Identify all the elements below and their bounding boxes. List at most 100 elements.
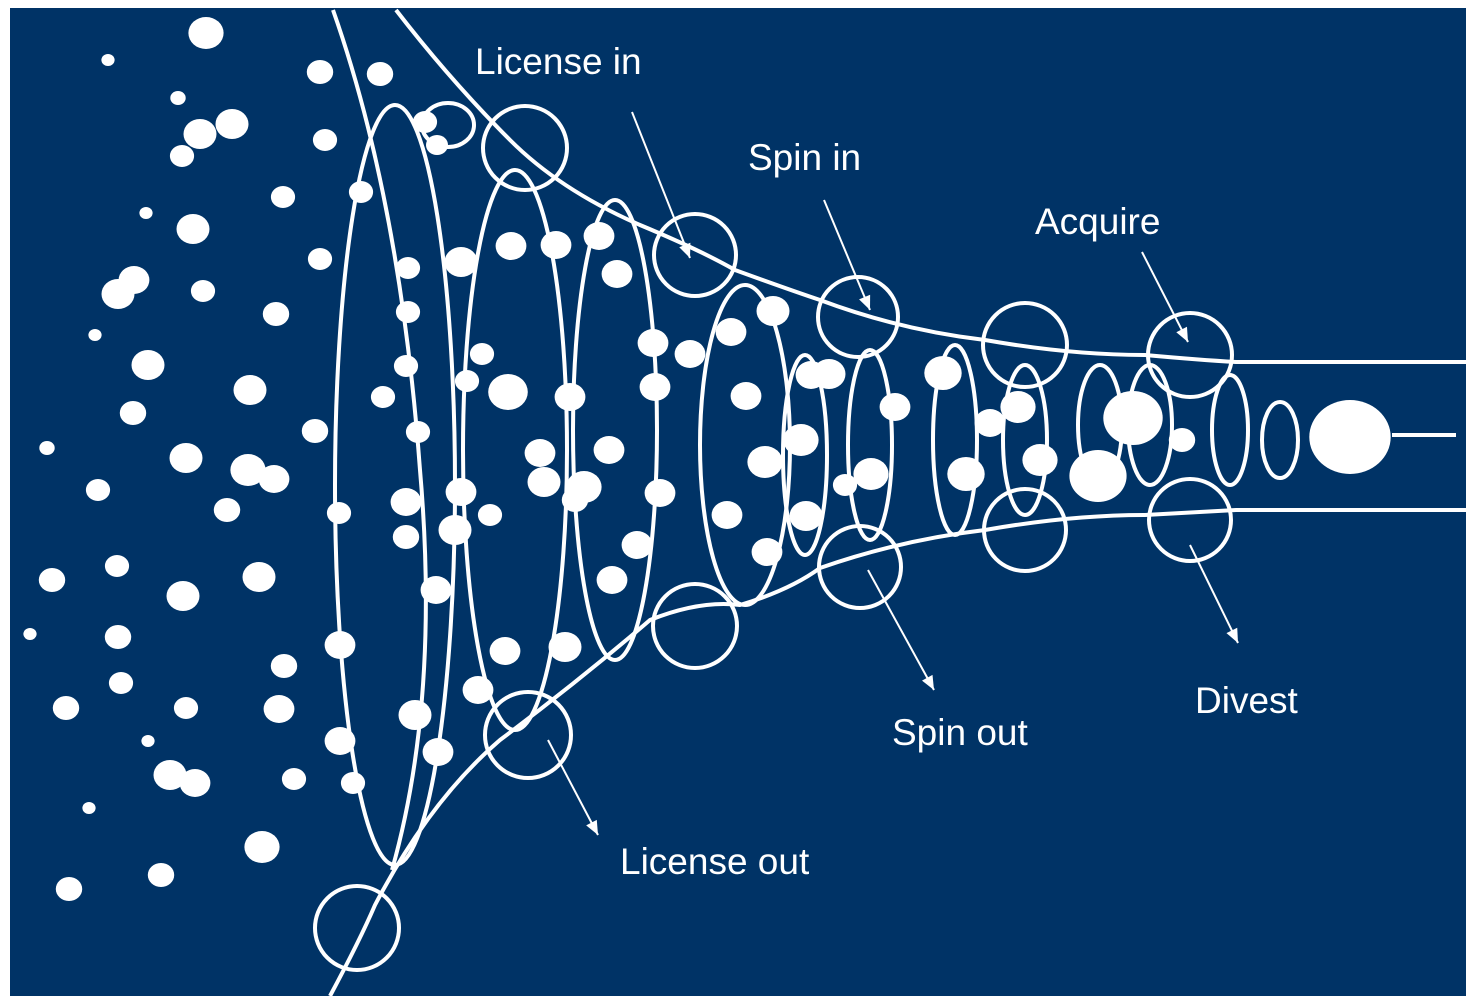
idea-dot <box>412 111 438 133</box>
label-license-out: License out <box>620 841 810 882</box>
loop-2 <box>461 168 569 732</box>
idea-dot <box>715 318 747 346</box>
loop-6 <box>846 348 894 542</box>
idea-dot <box>398 700 432 730</box>
arrow-license-out <box>547 739 599 836</box>
idea-dot <box>188 17 224 49</box>
circle-divest <box>1147 477 1233 563</box>
idea-dot <box>170 91 186 105</box>
idea-dot <box>462 676 494 704</box>
circle-lower-4 <box>982 487 1068 573</box>
idea-dot <box>242 562 276 592</box>
idea-dot <box>1103 391 1163 445</box>
idea-dot <box>39 441 55 455</box>
idea-dot <box>947 457 985 491</box>
idea-dot <box>756 296 790 326</box>
idea-dot <box>82 802 96 814</box>
idea-dot <box>426 135 448 155</box>
idea-dot <box>392 525 420 549</box>
idea-dot <box>263 695 295 723</box>
idea-dot <box>324 631 356 659</box>
idea-dot <box>593 436 625 464</box>
circle-upper-4 <box>981 301 1069 389</box>
idea-dot <box>639 373 671 401</box>
idea-dot <box>596 566 628 594</box>
idea-dot <box>644 479 676 507</box>
idea-dot <box>405 421 431 443</box>
arrow-acquire <box>1141 251 1189 343</box>
idea-dot <box>674 340 706 368</box>
idea-dot <box>348 181 374 203</box>
circle-spin-out <box>817 524 903 610</box>
idea-dot <box>489 637 521 665</box>
idea-dot <box>832 474 858 496</box>
idea-dot <box>179 769 211 797</box>
idea-dot <box>1000 391 1036 423</box>
idea-dots <box>23 17 1391 901</box>
idea-dot <box>711 501 743 529</box>
idea-dot <box>601 260 633 288</box>
funnel-top-edge <box>394 8 1466 364</box>
circle-spin-in <box>652 212 738 298</box>
idea-dot <box>370 386 396 408</box>
idea-dot <box>548 632 582 662</box>
idea-dot <box>230 454 266 486</box>
idea-dot <box>477 504 503 526</box>
idea-dot <box>524 439 556 467</box>
idea-dot <box>166 581 200 611</box>
idea-dot <box>637 329 669 357</box>
funnel-loops <box>333 101 1300 867</box>
idea-dot <box>488 374 528 410</box>
idea-dot <box>169 443 203 473</box>
idea-dot <box>469 343 495 365</box>
idea-dot <box>270 186 296 208</box>
idea-dot <box>119 401 147 425</box>
idea-dot <box>812 359 846 389</box>
idea-dot <box>395 301 421 323</box>
idea-dot <box>554 383 586 411</box>
idea-dot <box>621 531 653 559</box>
idea-dot <box>131 350 165 380</box>
idea-dot <box>390 488 422 516</box>
idea-dot <box>52 696 80 720</box>
idea-dot <box>445 478 477 506</box>
idea-dot <box>104 625 132 649</box>
idea-dot <box>55 877 83 901</box>
idea-dot <box>183 119 217 149</box>
circle-license-out <box>483 690 573 780</box>
idea-dot <box>108 672 134 694</box>
loop-11 <box>1210 373 1250 487</box>
idea-dot <box>23 628 37 640</box>
loop-12 <box>1260 400 1300 480</box>
annotation-arrows <box>547 111 1239 836</box>
idea-dot <box>104 555 130 577</box>
idea-dot <box>974 409 1006 437</box>
idea-dot <box>312 129 338 151</box>
idea-dot <box>88 329 102 341</box>
idea-dot <box>393 355 419 377</box>
idea-dot <box>583 222 615 250</box>
idea-dot <box>262 302 290 326</box>
circle-license-in <box>481 104 569 192</box>
idea-dot <box>233 375 267 405</box>
idea-dot <box>215 109 249 139</box>
idea-dot <box>324 727 356 755</box>
idea-dot <box>395 257 421 279</box>
idea-dot <box>244 831 280 863</box>
idea-dot <box>366 62 394 86</box>
idea-dot <box>853 458 889 490</box>
circle-acquire <box>1146 311 1234 399</box>
idea-dot <box>730 382 762 410</box>
label-divest: Divest <box>1195 680 1299 721</box>
boundary-circles <box>313 104 1234 972</box>
idea-dot <box>751 538 783 566</box>
idea-dot <box>190 280 216 302</box>
arrow-spin-out <box>867 569 935 691</box>
idea-dot <box>101 54 115 66</box>
circle-lower-2 <box>651 582 739 670</box>
loop-3 <box>571 198 659 662</box>
idea-dot <box>340 772 366 794</box>
idea-dot <box>561 488 589 512</box>
